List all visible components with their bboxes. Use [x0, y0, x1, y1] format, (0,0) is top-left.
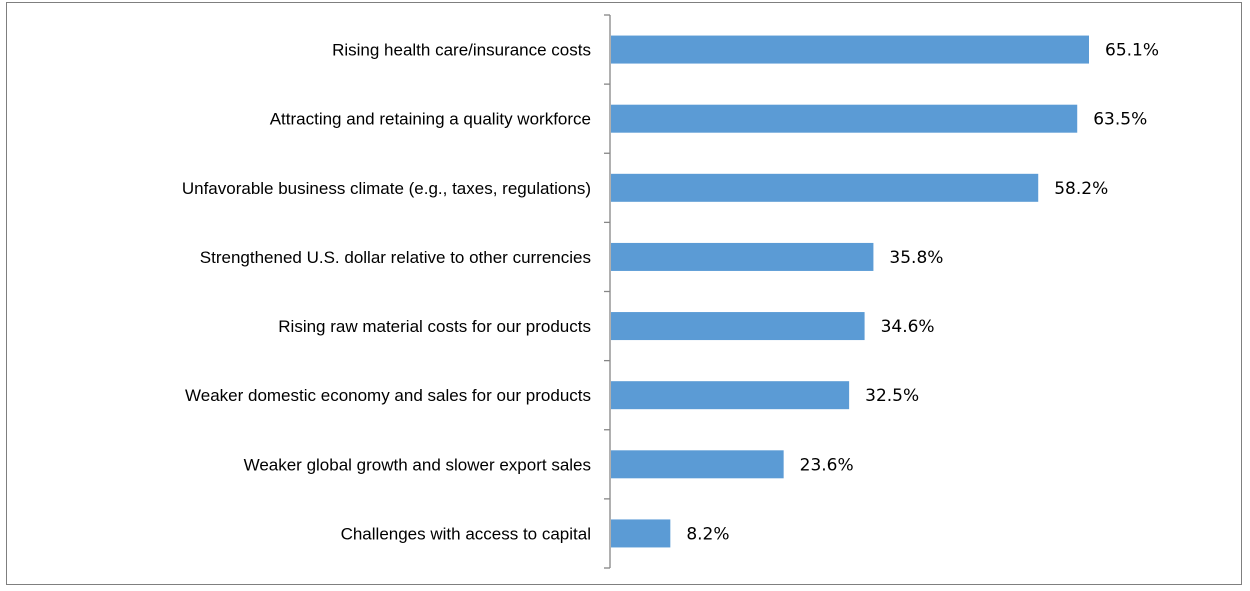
bar: [611, 104, 1078, 133]
chart-frame: [6, 2, 1242, 585]
bar: [611, 35, 1089, 64]
bar: [611, 173, 1039, 202]
category-label: Rising health care/insurance costs: [332, 41, 591, 60]
category-label: Unfavorable business climate (e.g., taxe…: [182, 179, 591, 198]
bar: [611, 312, 865, 341]
bar: [611, 242, 874, 271]
category-label: Attracting and retaining a quality workf…: [270, 110, 591, 129]
category-label: Weaker domestic economy and sales for ou…: [185, 386, 591, 405]
bars-layer: [611, 35, 1089, 548]
category-label: Rising raw material costs for our produc…: [278, 317, 591, 336]
data-label: 34.6%: [881, 317, 935, 337]
data-label: 35.8%: [889, 248, 943, 268]
category-label: Challenges with access to capital: [341, 524, 591, 543]
data-label: 58.2%: [1054, 179, 1108, 199]
bar: [611, 450, 784, 479]
data-label: 23.6%: [800, 455, 854, 475]
labels-layer: Rising health care/insurance costs 65.1% A…: [182, 41, 1159, 545]
data-label: 63.5%: [1093, 110, 1147, 130]
category-label: Strengthened U.S. dollar relative to oth…: [200, 248, 591, 267]
category-label: Weaker global growth and slower export s…: [244, 455, 591, 474]
category-axis: [604, 14, 611, 569]
data-label: 32.5%: [865, 386, 919, 406]
bar: [611, 381, 850, 410]
data-label: 65.1%: [1105, 41, 1159, 61]
bar: [611, 519, 671, 548]
data-label: 8.2%: [686, 524, 729, 544]
